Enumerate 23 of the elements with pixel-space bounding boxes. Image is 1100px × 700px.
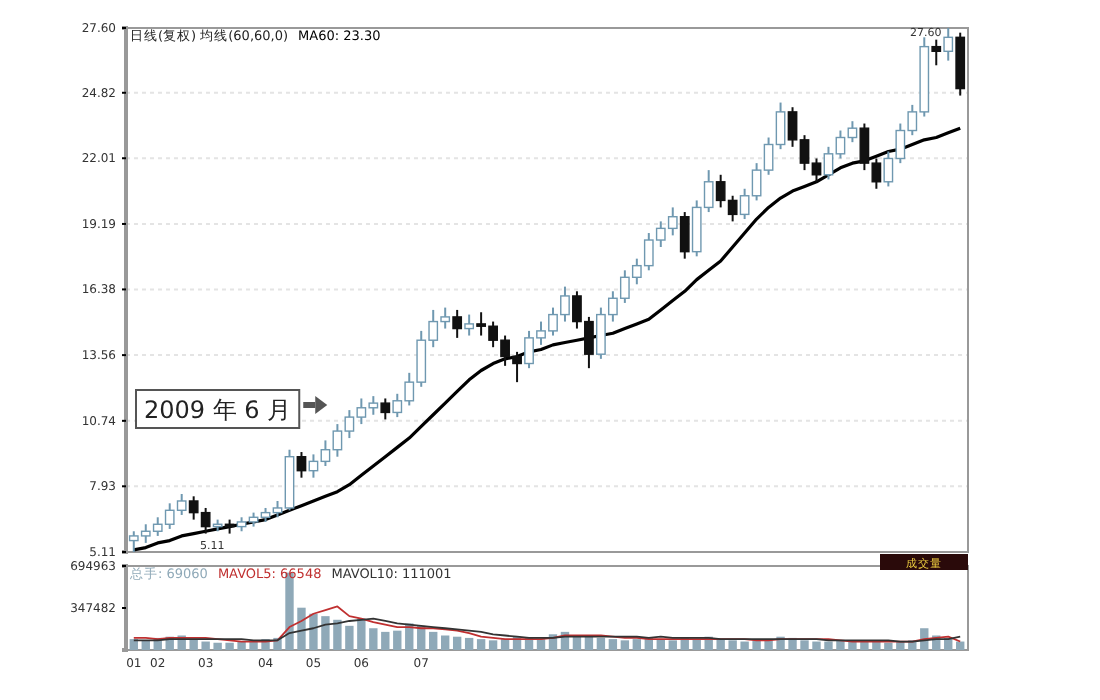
bar xyxy=(441,635,450,650)
bar xyxy=(668,640,677,650)
bar xyxy=(956,641,965,650)
bar xyxy=(393,630,402,650)
candlestick xyxy=(296,451,307,479)
bar xyxy=(429,631,438,650)
candlestick xyxy=(452,308,463,339)
bar xyxy=(452,636,462,650)
candlestick xyxy=(679,211,690,260)
candlestick xyxy=(931,38,942,67)
candlestick xyxy=(464,313,475,337)
line-series xyxy=(132,617,962,643)
candlestick xyxy=(943,27,954,62)
bar xyxy=(620,640,630,650)
bar xyxy=(488,640,498,650)
line-series xyxy=(132,126,962,552)
bar xyxy=(476,639,486,650)
annotation: 2009 年 6 月 xyxy=(144,396,292,424)
candlestick xyxy=(380,397,391,421)
bar xyxy=(464,637,474,650)
bar xyxy=(608,639,618,650)
bar xyxy=(632,639,642,650)
bar xyxy=(596,637,606,650)
